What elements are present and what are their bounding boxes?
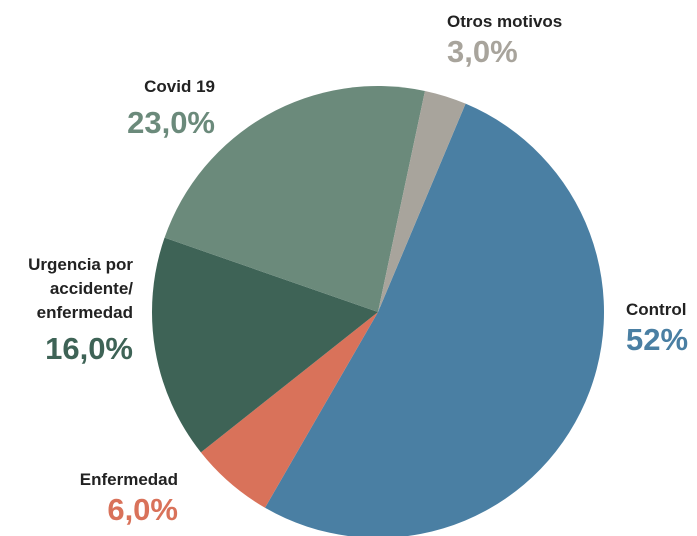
slice-label: Covid 19 23,0% <box>45 75 215 141</box>
category-label: Enfermedad <box>79 470 178 489</box>
value-label: 3,0% <box>447 34 518 69</box>
category-label: Covid 19 <box>144 77 215 96</box>
slice-label: Control 52% <box>626 298 697 358</box>
slice-label: Otros motivos 3,0% <box>447 10 617 70</box>
pie-slice <box>152 237 378 453</box>
value-label: 16,0% <box>45 331 133 366</box>
value-label: 52% <box>626 322 689 357</box>
pie-slice <box>378 90 466 312</box>
slice-label: Urgencia por accidente/ enfermedad 16,0% <box>0 253 133 367</box>
value-label: 23,0% <box>127 105 215 140</box>
category-label: Urgencia por accidente/ enfermedad <box>28 255 133 322</box>
category-label: Otros motivos <box>447 12 563 31</box>
pie-slice <box>265 103 604 536</box>
pie-slice <box>164 86 425 313</box>
slice-label: Enfermedad 6,0% <box>8 468 178 528</box>
pie-slice <box>200 312 378 508</box>
category-label: Control <box>626 300 687 319</box>
value-label: 6,0% <box>107 492 178 527</box>
